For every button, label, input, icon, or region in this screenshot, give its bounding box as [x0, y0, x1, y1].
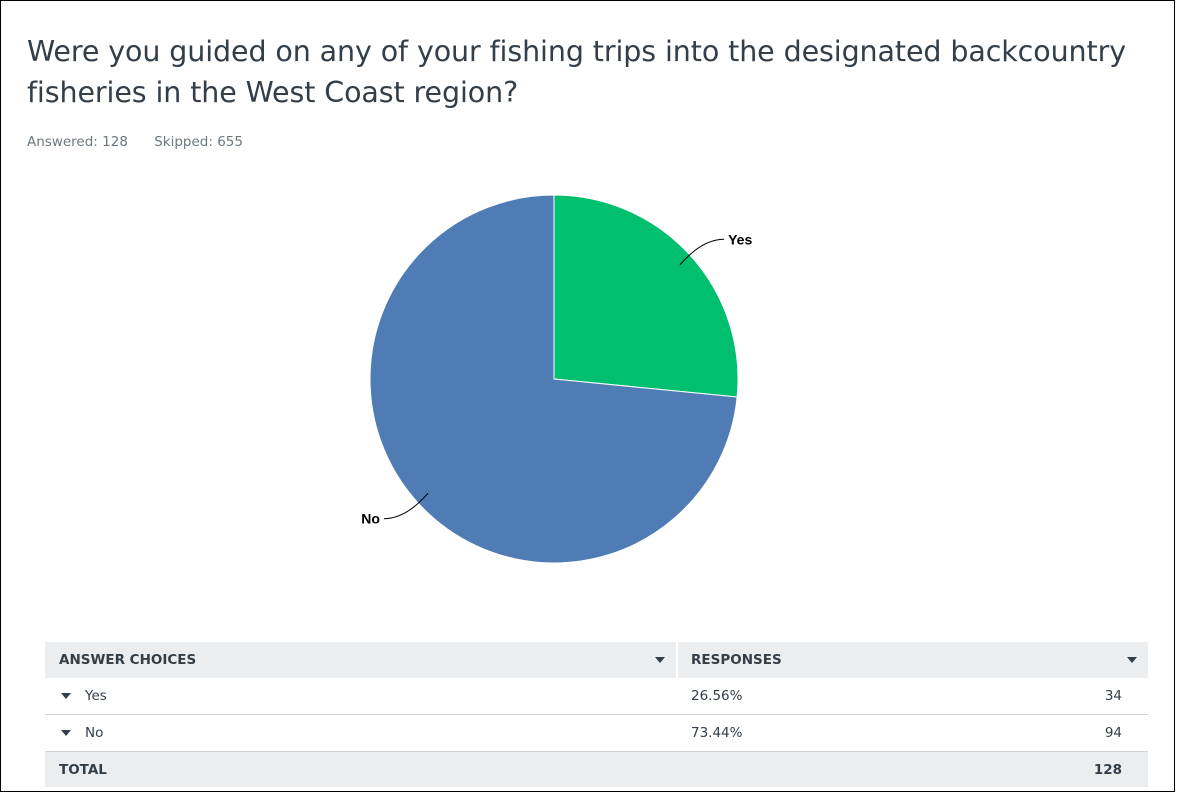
- table-total-row: TOTAL 128: [45, 752, 1148, 787]
- slice-label-yes: Yes: [728, 231, 752, 247]
- skipped-count: Skipped: 655: [154, 134, 243, 150]
- response-count: 94: [1104, 725, 1122, 741]
- choice-label: Yes: [85, 688, 107, 704]
- response-percent: 26.56%: [691, 688, 743, 704]
- question-title: Were you guided on any of your fishing t…: [27, 35, 1126, 109]
- leader-line-no: [383, 492, 429, 520]
- table-row: Yes 26.56% 34: [45, 678, 1148, 715]
- responses-header[interactable]: RESPONSES: [691, 652, 782, 668]
- response-percent: 73.44%: [691, 725, 743, 741]
- total-count: 128: [1093, 761, 1122, 778]
- pie-slice-yes[interactable]: [553, 194, 739, 398]
- response-count: 34: [1104, 688, 1122, 704]
- pie-slice-no[interactable]: [369, 194, 738, 564]
- total-label: TOTAL: [59, 761, 107, 778]
- responses-sort-icon[interactable]: [1127, 642, 1137, 678]
- answer-choices-sort-icon[interactable]: [655, 642, 665, 678]
- expand-caret-icon[interactable]: [61, 678, 71, 714]
- slice-label-no: No: [361, 511, 380, 527]
- choice-label: No: [85, 725, 104, 741]
- answer-choices-header[interactable]: ANSWER CHOICES: [59, 652, 197, 668]
- table-header-row: ANSWER CHOICES RESPONSES: [45, 642, 1148, 678]
- answered-count: Answered: 128: [27, 134, 128, 150]
- response-stats: Answered: 128 Skipped: 655: [27, 134, 265, 150]
- table-row: No 73.44% 94: [45, 715, 1148, 752]
- leader-line-yes: [679, 238, 725, 266]
- pie-chart: Yes No: [361, 194, 752, 564]
- expand-caret-icon[interactable]: [61, 715, 71, 751]
